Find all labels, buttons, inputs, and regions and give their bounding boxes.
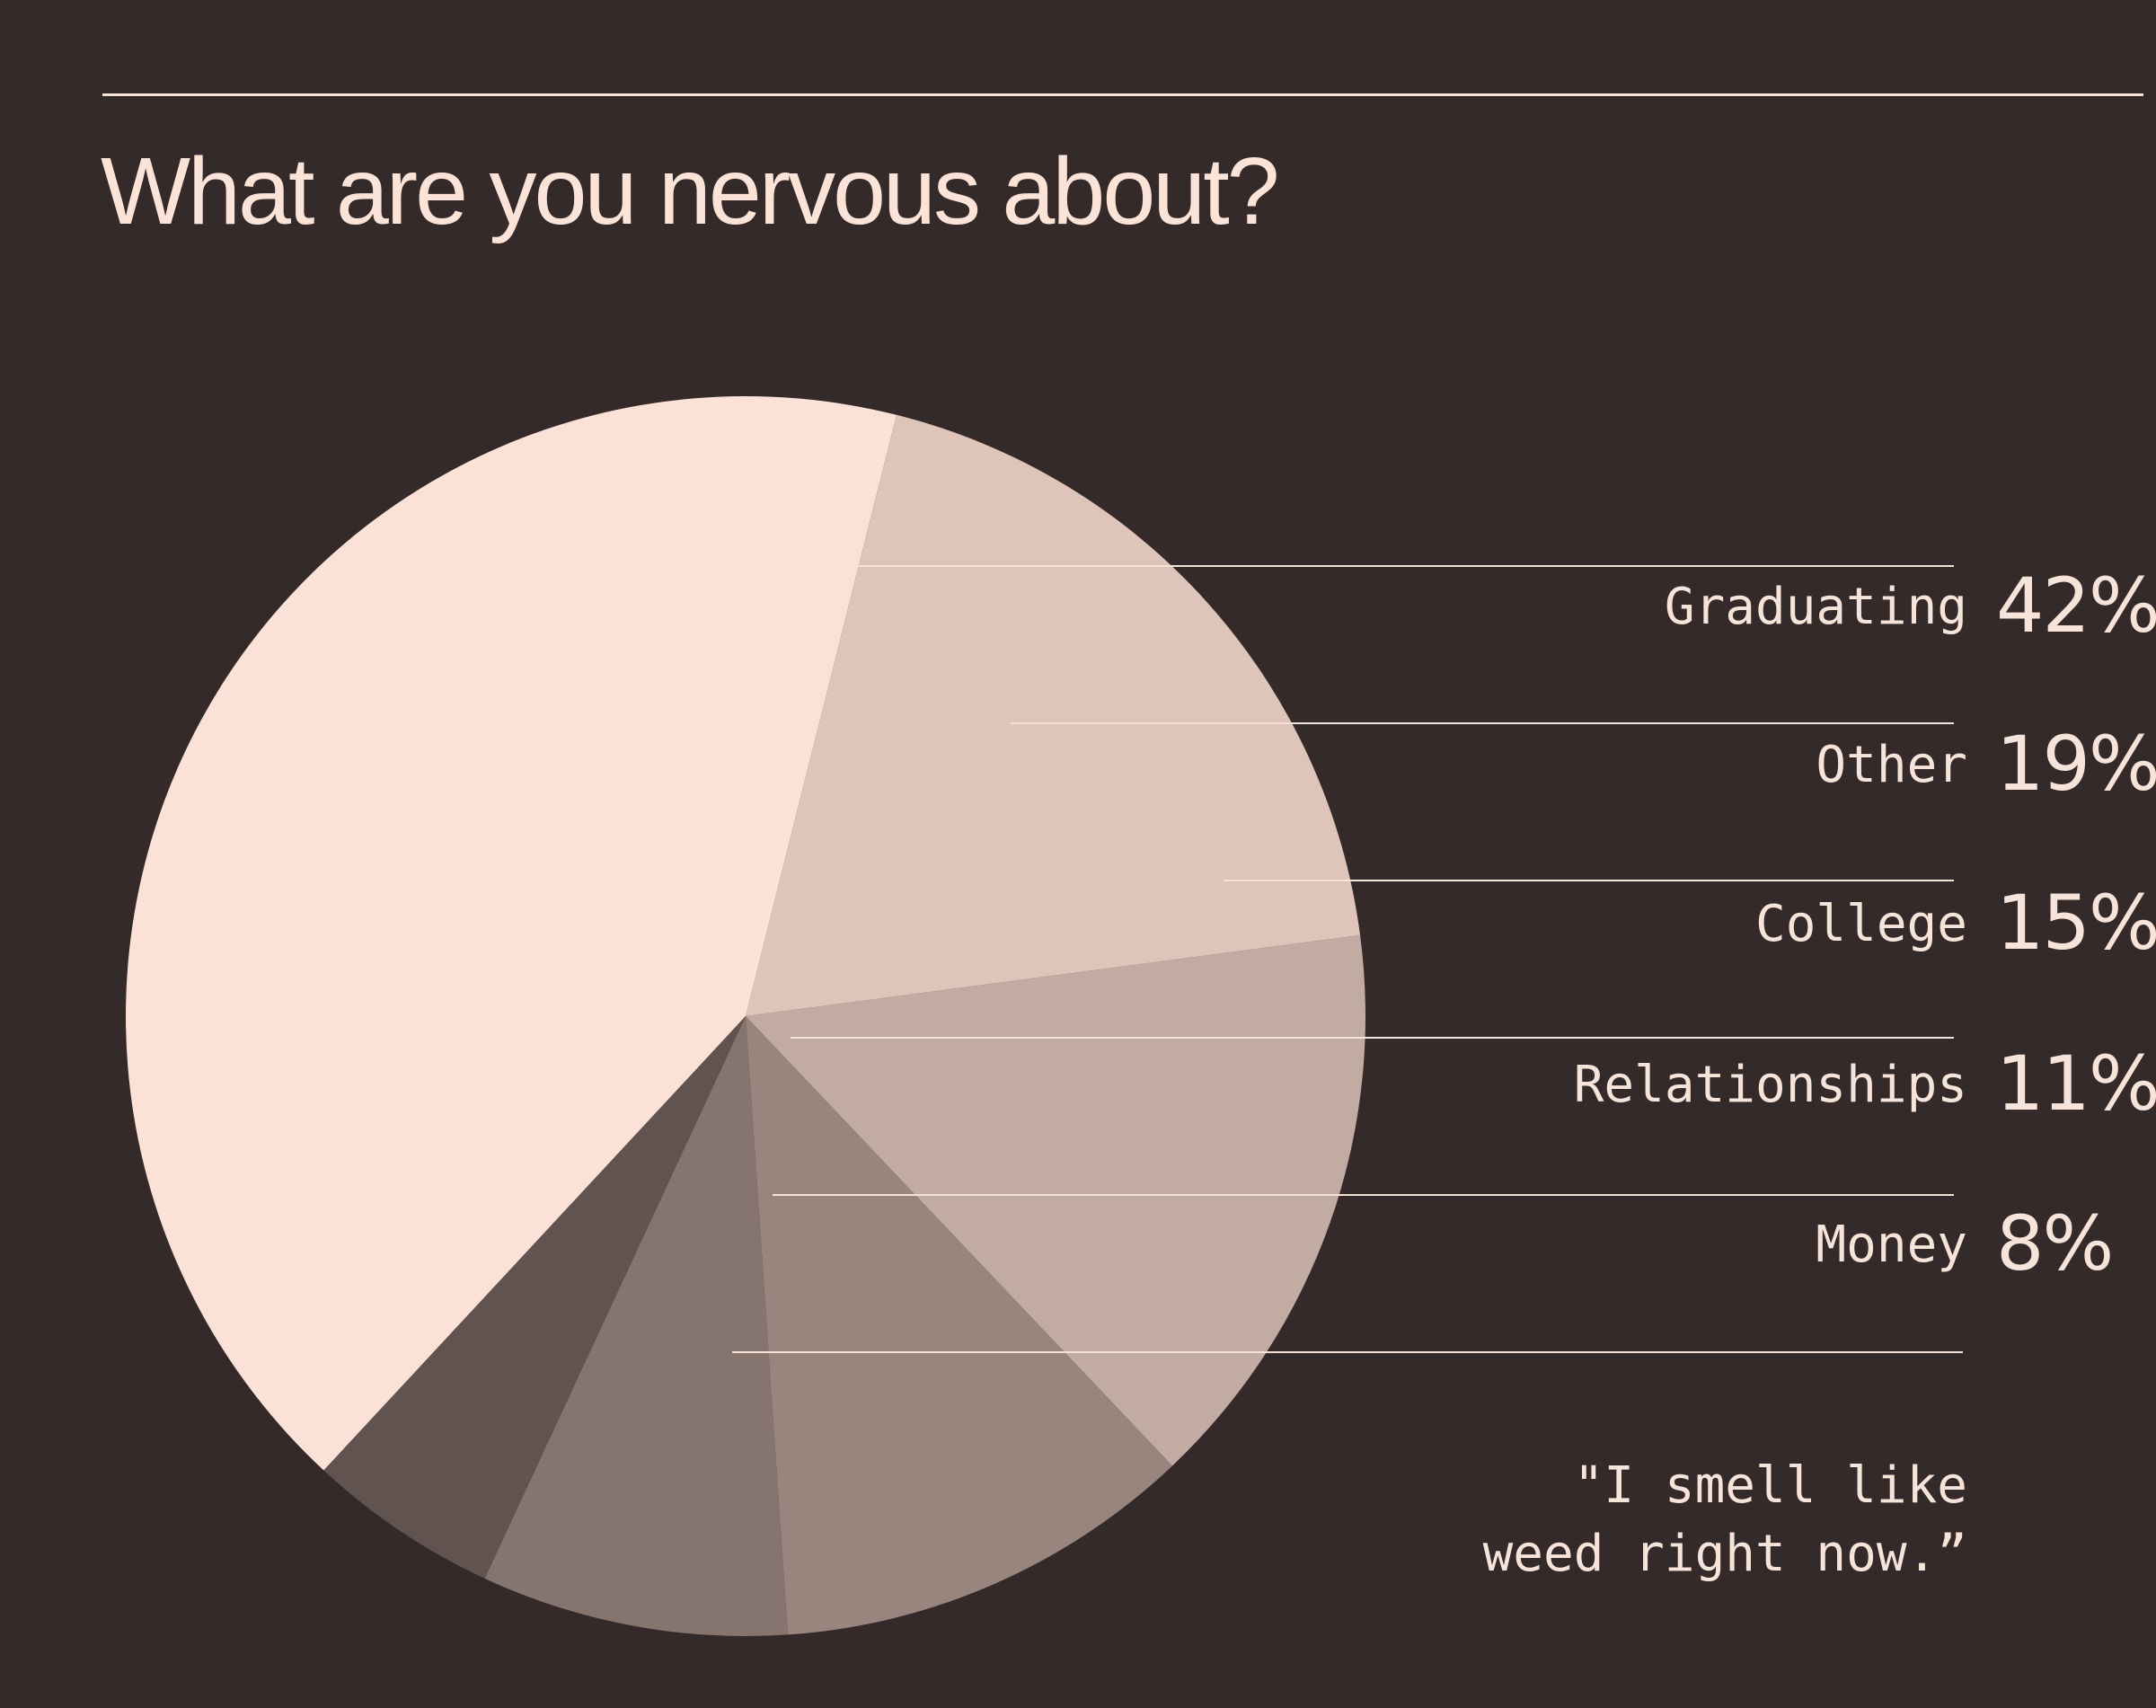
legend-quote-text: "I smell like weed right now.” — [1482, 1456, 1967, 1583]
legend-value-college: 15% — [1996, 879, 2156, 967]
legend-label-quote: "I smell like weed right now.” — [1249, 1384, 1967, 1589]
legend-label-relationships: Relationships — [1573, 1056, 1967, 1114]
legend-value-graduating: 42% — [1996, 562, 2156, 650]
legend-label-graduating: Graduating — [1664, 578, 1967, 636]
pie-slice-relationships — [746, 1016, 1173, 1635]
legend-value-other: 19% — [1996, 720, 2156, 808]
legend-label-college: College — [1754, 895, 1967, 953]
legend-label-other: Other — [1816, 736, 1967, 794]
top-rule — [102, 93, 2143, 96]
pie-slice-money — [484, 1016, 788, 1636]
pie-slice-graduating — [126, 396, 897, 1471]
pie-slice-i-smell-like-weed-right-now — [323, 1016, 746, 1579]
legend-label-money: Money — [1816, 1216, 1967, 1274]
legend-value-relationships: 11% — [1996, 1040, 2156, 1128]
legend-value-money: 8% — [1996, 1199, 2114, 1288]
pie-slice-college — [746, 934, 1365, 1466]
chart-title: What are you nervous about? — [101, 138, 1280, 244]
